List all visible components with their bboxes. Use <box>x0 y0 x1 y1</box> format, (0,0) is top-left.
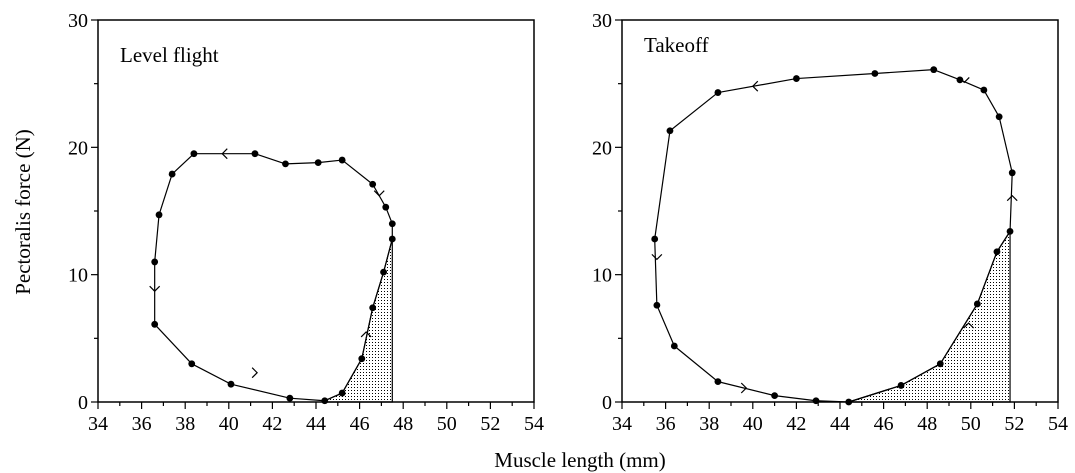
data-point <box>993 248 1001 256</box>
data-point <box>369 304 377 312</box>
x-tick-label: 44 <box>306 413 326 435</box>
direction-arrow <box>373 190 385 197</box>
x-tick-label: 48 <box>917 413 937 435</box>
y-tick-label: 20 <box>592 137 612 159</box>
data-point <box>190 150 198 158</box>
direction-arrow <box>221 148 228 160</box>
direction-arrow <box>1006 194 1018 202</box>
data-point <box>314 159 322 167</box>
data-point <box>388 235 396 243</box>
x-tick-label: 42 <box>262 413 282 435</box>
direction-arrow <box>958 76 970 84</box>
data-point <box>151 258 159 266</box>
x-tick-label: 46 <box>350 413 370 435</box>
x-tick-label: 42 <box>786 413 806 435</box>
data-point <box>286 394 294 402</box>
data-point <box>1006 227 1014 235</box>
x-tick-label: 36 <box>656 413 676 435</box>
y-tick-label: 30 <box>68 10 88 32</box>
x-tick-label: 34 <box>612 413 632 435</box>
direction-arrow <box>651 253 663 261</box>
direction-arrow <box>149 285 161 293</box>
data-point <box>995 113 1003 121</box>
takeoff-panel: 34 36 38 40 42 44 46 48 50 52 54 0 10 20 30 Takeoff <box>592 10 1068 435</box>
x-tick-label: 50 <box>961 413 981 435</box>
data-point <box>388 220 396 228</box>
data-point <box>793 75 800 82</box>
data-point <box>251 150 259 158</box>
data-point <box>321 397 329 405</box>
direction-arrow <box>740 382 748 394</box>
x-tick-label: 36 <box>132 413 152 435</box>
data-point <box>151 320 159 328</box>
shaded-work-region <box>324 238 393 403</box>
x-tick-label: 50 <box>437 413 457 435</box>
data-point <box>282 160 289 168</box>
x-axis-title: Muscle length (mm) <box>494 448 665 472</box>
panel-title: Level flight <box>120 43 219 67</box>
data-point <box>714 378 722 386</box>
data-point <box>338 389 346 397</box>
direction-arrow <box>751 80 759 92</box>
y-tick-label: 10 <box>592 265 612 287</box>
data-point <box>897 382 905 389</box>
data-point <box>980 86 988 94</box>
x-tick-label: 54 <box>1048 413 1068 435</box>
y-tick-label: 20 <box>68 137 88 159</box>
data-point <box>358 355 366 363</box>
y-tick-label: 0 <box>602 392 612 414</box>
x-tick-label: 48 <box>393 413 413 435</box>
y-axis-title: Pectoralis force (N) <box>11 129 35 295</box>
direction-arrow <box>251 367 258 379</box>
data-point <box>168 170 176 178</box>
data-point <box>714 89 722 96</box>
data-point <box>188 360 196 368</box>
data-point <box>812 397 820 405</box>
y-tick-label: 30 <box>592 10 612 32</box>
x-tick-label: 40 <box>219 413 239 435</box>
data-point <box>1008 169 1016 177</box>
x-tick-label: 38 <box>175 413 195 435</box>
data-point <box>871 70 879 77</box>
data-point <box>380 268 387 276</box>
data-point <box>338 156 346 164</box>
x-tick-label: 54 <box>524 413 544 435</box>
y-tick-label: 0 <box>78 392 88 414</box>
direction-arrow <box>963 322 975 329</box>
data-point <box>666 127 674 135</box>
direction-arrow <box>360 331 372 338</box>
level-flight-panel: 34 36 38 40 42 44 46 48 50 52 54 0 10 20 30 Level fligh… <box>68 10 544 435</box>
panel-title: Takeoff <box>644 33 709 57</box>
x-tick-label: 46 <box>874 413 894 435</box>
plot-frame <box>97 19 535 403</box>
x-tick-label: 40 <box>743 413 763 435</box>
work-loop-line <box>654 69 1013 403</box>
x-tick-label: 52 <box>1004 413 1024 435</box>
x-tick-label: 34 <box>88 413 108 435</box>
data-point <box>369 180 377 188</box>
data-point <box>930 66 938 74</box>
data-point <box>771 392 778 400</box>
y-tick-label: 10 <box>68 265 88 287</box>
data-point <box>382 203 390 211</box>
data-point <box>651 235 659 243</box>
data-point <box>973 300 981 308</box>
data-point <box>936 360 944 368</box>
x-tick-label: 38 <box>699 413 719 435</box>
data-point <box>227 380 235 388</box>
data-point <box>956 76 964 84</box>
x-tick-label: 44 <box>830 413 850 435</box>
data-point <box>653 301 661 309</box>
shaded-work-region <box>848 229 1011 403</box>
data-point <box>670 342 678 350</box>
x-tick-label: 52 <box>480 413 500 435</box>
data-point <box>845 398 853 406</box>
data-point <box>155 211 163 219</box>
